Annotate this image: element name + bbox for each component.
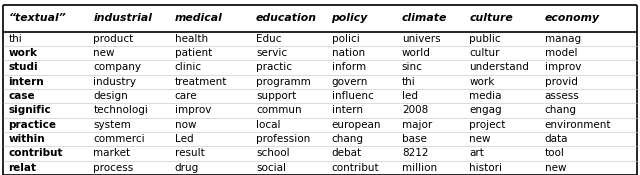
Text: histori: histori: [469, 163, 502, 173]
Text: servic: servic: [256, 48, 287, 58]
Text: thi: thi: [8, 34, 22, 44]
Text: tool: tool: [545, 148, 564, 159]
Text: influenc: influenc: [332, 91, 373, 101]
Text: care: care: [175, 91, 197, 101]
Text: culture: culture: [469, 13, 513, 23]
Text: media: media: [469, 91, 502, 101]
Text: debat: debat: [332, 148, 362, 159]
Text: case: case: [8, 91, 35, 101]
Text: cultur: cultur: [469, 48, 500, 58]
Text: chang: chang: [332, 134, 364, 144]
Text: Educ: Educ: [256, 34, 282, 44]
Text: company: company: [93, 62, 141, 72]
Text: data: data: [545, 134, 568, 144]
Text: polici: polici: [332, 34, 359, 44]
Text: local: local: [256, 120, 280, 130]
Text: public: public: [469, 34, 500, 44]
Text: drug: drug: [175, 163, 199, 173]
Text: govern: govern: [332, 77, 368, 87]
Text: contribut: contribut: [332, 163, 379, 173]
Text: within: within: [8, 134, 45, 144]
Text: medical: medical: [175, 13, 223, 23]
Text: 8212: 8212: [402, 148, 428, 159]
Text: product: product: [93, 34, 134, 44]
Text: relat: relat: [8, 163, 36, 173]
Text: new: new: [93, 48, 115, 58]
Text: improv: improv: [545, 62, 581, 72]
Text: thi: thi: [402, 77, 415, 87]
Text: commun: commun: [256, 105, 301, 116]
Text: economy: economy: [545, 13, 600, 23]
Text: engag: engag: [469, 105, 502, 116]
Text: provid: provid: [545, 77, 577, 87]
Text: european: european: [332, 120, 381, 130]
Text: world: world: [402, 48, 431, 58]
Text: environment: environment: [545, 120, 611, 130]
Text: sinc: sinc: [402, 62, 423, 72]
Text: major: major: [402, 120, 432, 130]
Text: work: work: [469, 77, 495, 87]
Text: art: art: [469, 148, 484, 159]
Text: inform: inform: [332, 62, 365, 72]
Text: support: support: [256, 91, 296, 101]
Text: contribut: contribut: [8, 148, 63, 159]
Text: improv: improv: [175, 105, 211, 116]
Text: studi: studi: [8, 62, 38, 72]
Text: work: work: [8, 48, 37, 58]
Text: treatment: treatment: [175, 77, 227, 87]
Text: new: new: [469, 134, 491, 144]
Text: million: million: [402, 163, 437, 173]
Text: commerci: commerci: [93, 134, 145, 144]
Text: design: design: [93, 91, 128, 101]
Text: practice: practice: [8, 120, 56, 130]
Text: nation: nation: [332, 48, 365, 58]
Text: understand: understand: [469, 62, 529, 72]
Text: school: school: [256, 148, 290, 159]
Text: education: education: [256, 13, 317, 23]
Text: programm: programm: [256, 77, 311, 87]
Text: industrial: industrial: [93, 13, 152, 23]
Text: industry: industry: [93, 77, 136, 87]
Text: system: system: [93, 120, 131, 130]
Text: profession: profession: [256, 134, 310, 144]
Text: process: process: [93, 163, 134, 173]
Text: “textual”: “textual”: [8, 13, 66, 23]
Text: intern: intern: [332, 105, 362, 116]
Text: new: new: [545, 163, 566, 173]
Text: led: led: [402, 91, 418, 101]
Text: health: health: [175, 34, 208, 44]
Text: practic: practic: [256, 62, 292, 72]
Text: chang: chang: [545, 105, 577, 116]
Text: project: project: [469, 120, 506, 130]
Text: Led: Led: [175, 134, 193, 144]
Text: social: social: [256, 163, 286, 173]
Text: manag: manag: [545, 34, 580, 44]
Text: intern: intern: [8, 77, 44, 87]
Text: model: model: [545, 48, 577, 58]
Text: signific: signific: [8, 105, 51, 116]
Text: base: base: [402, 134, 427, 144]
Text: assess: assess: [545, 91, 579, 101]
Text: 2008: 2008: [402, 105, 428, 116]
Text: technologi: technologi: [93, 105, 148, 116]
Text: result: result: [175, 148, 204, 159]
Text: policy: policy: [332, 13, 368, 23]
Text: climate: climate: [402, 13, 447, 23]
Text: clinic: clinic: [175, 62, 202, 72]
Text: market: market: [93, 148, 131, 159]
Text: now: now: [175, 120, 196, 130]
Text: univers: univers: [402, 34, 440, 44]
Text: patient: patient: [175, 48, 212, 58]
